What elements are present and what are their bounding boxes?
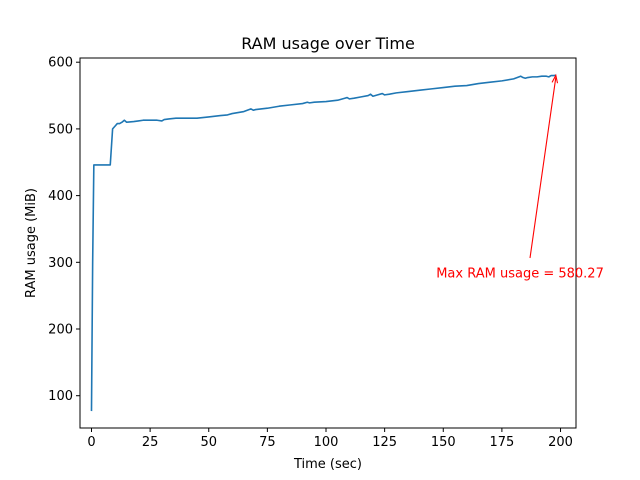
x-tick-label: 75 <box>259 435 276 450</box>
axes-frame <box>79 57 577 429</box>
y-tick-label: 400 <box>48 189 73 204</box>
x-tick-label: 125 <box>372 435 397 450</box>
annotation-arrowhead <box>551 73 559 84</box>
chart-title: RAM usage over Time <box>241 34 415 53</box>
x-tick-label: 175 <box>489 435 514 450</box>
y-tick-label: 300 <box>48 256 73 271</box>
y-tick-label: 200 <box>48 323 73 338</box>
series-line-1 <box>90 74 556 412</box>
x-tick-label: 50 <box>200 435 217 450</box>
x-axis-label: Time (sec) <box>293 457 362 472</box>
x-tick-label: 25 <box>142 435 159 450</box>
y-tick-label: 100 <box>48 389 73 404</box>
x-tick-label: 150 <box>431 435 456 450</box>
y-tick-label: 600 <box>48 56 73 71</box>
x-tick-label: 0 <box>87 435 95 450</box>
annotation-arrow <box>529 77 557 259</box>
x-tick-label: 200 <box>548 435 573 450</box>
annotation-label: Max RAM usage = 580.27 <box>436 267 604 282</box>
x-tick-label: 100 <box>314 435 339 450</box>
y-tick-label: 500 <box>48 122 73 137</box>
y-axis-label: RAM usage (MiB) <box>24 188 39 298</box>
